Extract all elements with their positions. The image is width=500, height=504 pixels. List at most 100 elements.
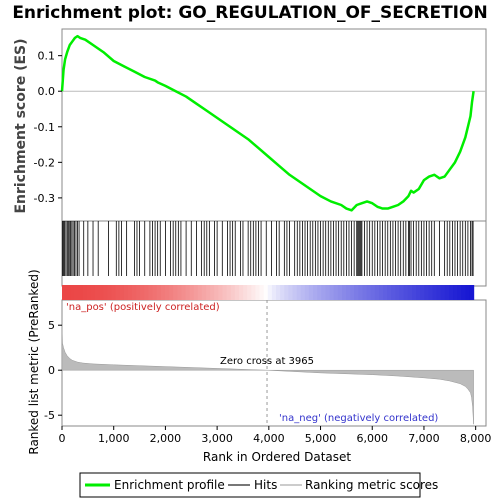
rank-bar-segment [366,285,372,300]
rank-bar-segment [189,285,195,300]
rank-bar-segment [82,285,88,300]
es-ytick-label: 0.1 [38,50,56,63]
rank-y-axis-label: Ranked list metric (PreRanked) [27,269,41,454]
es-ytick-label: -0.1 [34,121,55,134]
rank-bar-segment [152,285,158,300]
rank-bar-segment [271,285,277,300]
rank-bar-segment [156,285,162,300]
rank-bar-segment [378,285,384,300]
rank-bar-segment [255,285,261,300]
rank-bar-segment [358,285,364,300]
xtick-label: 7,000 [408,432,440,445]
rank-bar-segment [407,285,413,300]
rank-bar-segment [391,285,396,300]
rank-bar-segment [173,285,178,300]
rank-bar-segment [292,285,298,300]
rank-bar-segment [62,285,67,300]
ranking-metric-area [61,325,474,425]
rank-bar-segment [263,285,269,300]
hit-marks [62,221,474,276]
rank-bar-segment [329,285,335,300]
rank-bar-segment [453,285,458,300]
rank-bar-segment [354,285,359,300]
rank-bar-segment [136,285,141,300]
rank-bar-segment [436,285,442,300]
es-ytick-label: -0.2 [34,156,55,169]
rank-bar-segment [214,285,220,300]
rank-bar-segment [222,285,228,300]
rank-bar-segment [387,285,392,300]
rank-bar-segment [193,285,199,300]
rank-bar-segment [185,285,191,300]
rank-bar-segment [313,285,318,300]
xtick-label: 2,000 [150,432,182,445]
rank-ytick-label: -5 [44,409,55,422]
rank-bar-segment [234,285,240,300]
rank-bar-segment [107,285,112,300]
rank-bar-segment [267,285,273,300]
es-ytick-label: -0.3 [34,192,55,205]
pos-correlated-label: 'na_pos' (positively correlated) [66,302,220,313]
rank-bar-segment [415,285,421,300]
rank-bar-segment [230,285,236,300]
rank-bar-segment [276,285,281,300]
rank-bar-segment [304,285,310,300]
rank-bar-segment [284,285,289,300]
rank-bar-segment [383,285,388,300]
legend-label-hits: Hits [254,478,277,492]
rank-bar-segment [160,285,166,300]
rank-bar-segment [243,285,248,300]
rank-bar-segment [201,285,207,300]
ranking-metric-fill [61,325,474,425]
rank-bar-segment [74,285,80,300]
rank-bar-segment [181,285,187,300]
rank-bar-segment [99,285,104,300]
rank-bar-segment [280,285,285,300]
rank-bar-segment [374,285,380,300]
rank-bar-segment [300,285,306,300]
rank-bar-segment [131,285,137,300]
rank-bar-segment [210,285,215,300]
rank-bar-segment [127,285,133,300]
rank-bar-segment [337,285,343,300]
rank-bar-segment [308,285,314,300]
rank-bar-segment [403,285,409,300]
rank-bar-segment [395,285,401,300]
rank-bar-segment [350,285,355,300]
rank-bar-segment [206,285,211,300]
rank-color-bar [62,285,475,300]
rank-bar-segment [321,285,327,300]
rank-bar-segment [325,285,331,300]
rank-bar-segment [238,285,244,300]
rank-bar-segment [86,285,92,300]
xtick-label: 1,000 [98,432,130,445]
rank-bar-segment [259,285,265,300]
rank-bar-segment [424,285,429,300]
rank-bar-segment [411,285,417,300]
xtick-label: 5,000 [305,432,337,445]
xtick-label: 3,000 [201,432,233,445]
rank-bar-segment [251,285,257,300]
rank-bar-segment [288,285,294,300]
es-ytick-label: 0.0 [38,85,56,98]
xtick-label: 0 [59,432,66,445]
enrichment-profile-line-group [60,34,475,212]
xtick-label: 6,000 [356,432,388,445]
rank-bar-segment [94,285,100,300]
rank-bar-segment [144,285,150,300]
rank-bar-segment [103,285,108,300]
rank-bar-segment [461,285,466,300]
rank-bar-segment [457,285,462,300]
rank-ytick-label: 0 [48,364,55,377]
rank-bar-segment [296,285,302,300]
enrichment-profile-line [60,34,475,212]
rank-bar-segment [226,285,232,300]
rank-bar-segment [90,285,96,300]
xtick-label: 8,000 [460,432,492,445]
rank-bar-segment [164,285,170,300]
rank-bar-segment [140,285,145,300]
rank-bar-segment [115,285,121,300]
xtick-label: 4,000 [253,432,285,445]
legend-label-ranking: Ranking metric scores [305,478,438,492]
rank-bar-segment [362,285,368,300]
